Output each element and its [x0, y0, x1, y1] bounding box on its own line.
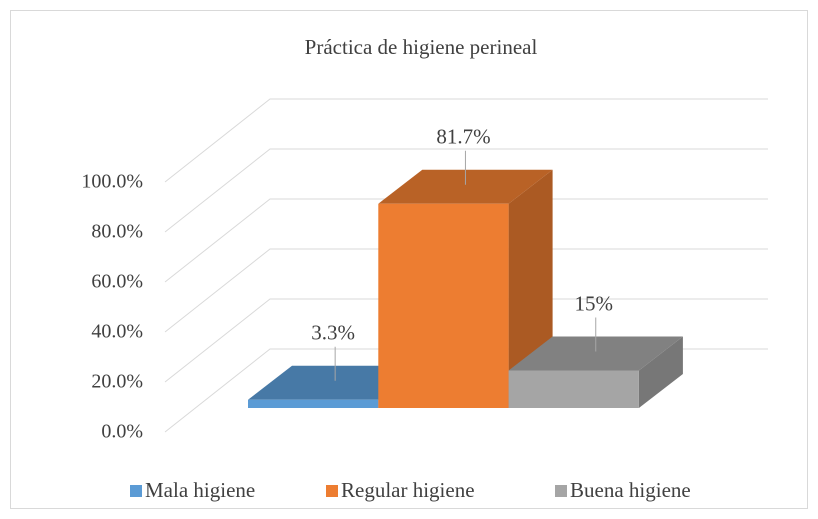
- legend-label: Regular higiene: [341, 478, 475, 502]
- grid-line: [164, 98, 768, 183]
- legend-label: Mala higiene: [145, 478, 255, 502]
- y-tick-label: 20.0%: [91, 371, 143, 393]
- y-tick-label: 60.0%: [91, 271, 143, 293]
- chart-title: Práctica de higiene perineal: [305, 35, 538, 59]
- grid-line: [164, 148, 768, 233]
- bar-top: [508, 336, 683, 371]
- bar: [378, 203, 509, 408]
- legend-swatch: [130, 485, 142, 497]
- data-label: 81.7%: [436, 125, 490, 149]
- data-label: 3.3%: [311, 321, 355, 345]
- bar-side: [638, 336, 683, 408]
- y-tick-label: 100.0%: [81, 171, 143, 193]
- y-tick-label: 40.0%: [91, 321, 143, 343]
- legend-label: Buena higiene: [570, 478, 691, 502]
- bar-top: [378, 169, 553, 204]
- grid-line: [164, 198, 768, 283]
- y-tick-label: 80.0%: [91, 221, 143, 243]
- y-tick-label: 0.0%: [101, 421, 143, 443]
- grid-line: [164, 248, 768, 333]
- legend-swatch: [326, 485, 338, 497]
- bar: [248, 399, 379, 408]
- data-label: 15%: [575, 291, 614, 315]
- grid-line: [164, 298, 768, 383]
- bar: [508, 370, 639, 408]
- legend-swatch: [555, 485, 567, 497]
